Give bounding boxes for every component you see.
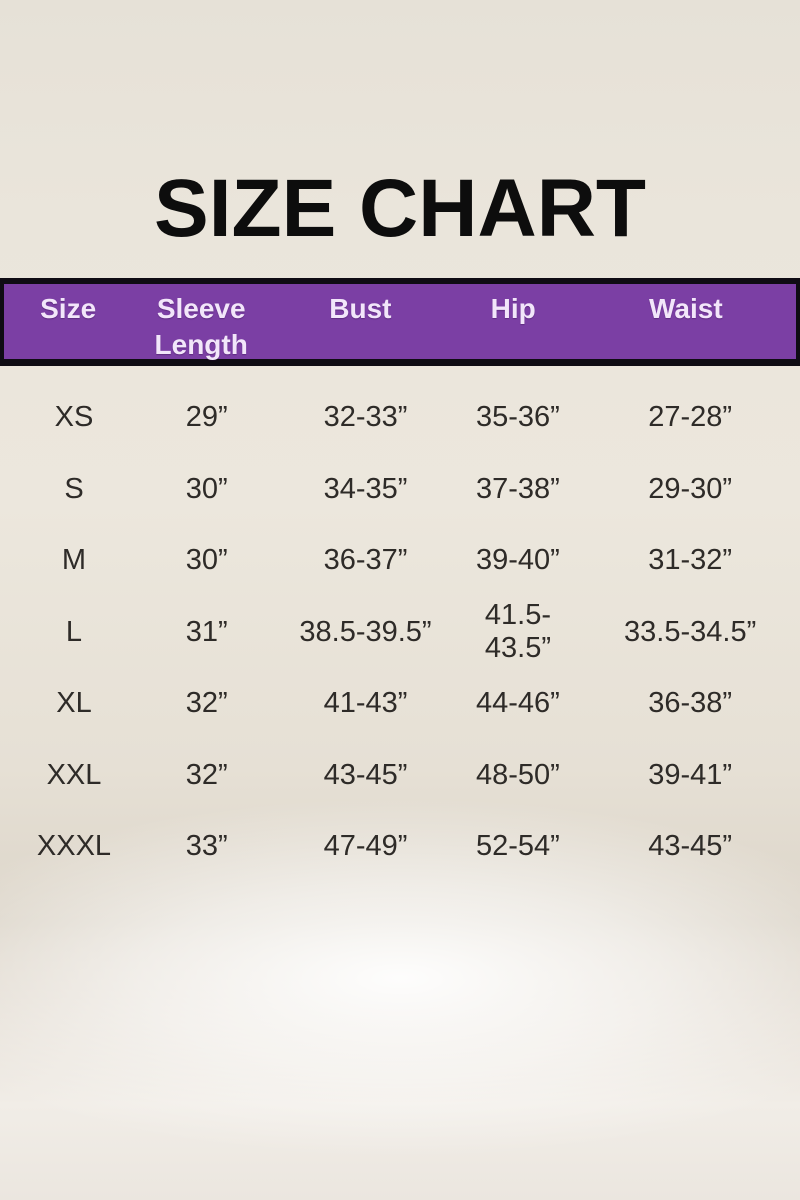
sleeve-length-cell: 33” xyxy=(185,830,228,863)
hip-cell: 48-50” xyxy=(476,758,560,791)
hip-cell: 44-46” xyxy=(476,687,560,720)
size-cell: XXXL xyxy=(36,830,112,863)
table-row: M 30” 36-37” 39-40” 31-32” xyxy=(10,525,800,597)
bust-cell: 47-49” xyxy=(323,830,408,863)
column-header-waist: Waist xyxy=(649,293,723,324)
table-row: L 31” 38.5-39.5” 41.5-43.5” 33.5-34.5” xyxy=(10,597,800,669)
size-cell: L xyxy=(65,615,83,648)
bust-cell: 41-43” xyxy=(323,687,408,720)
hip-cell: 39-40” xyxy=(476,544,560,577)
size-cell: M xyxy=(61,544,87,577)
size-cell: XXL xyxy=(46,758,102,791)
bust-cell: 43-45” xyxy=(323,758,408,791)
table-body: XS 29” 32-33” 35-36” 27-28” S 30” 34-35”… xyxy=(0,366,800,883)
column-header-size: Size xyxy=(40,293,97,324)
column-header-hip: Hip xyxy=(490,293,536,324)
size-chart-table: Size Sleeve Length Bust Hip Waist XS 29”… xyxy=(0,278,800,883)
hip-cell: 41.5-43.5” xyxy=(484,599,551,665)
bust-cell: 36-37” xyxy=(323,544,408,577)
sleeve-length-cell: 32” xyxy=(185,687,228,720)
table-row: S 30” 34-35” 37-38” 29-30” xyxy=(10,454,800,526)
sleeve-length-cell: 30” xyxy=(185,544,228,577)
column-header-bust: Bust xyxy=(329,293,392,324)
waist-cell: 27-28” xyxy=(648,401,733,434)
size-cell: XS xyxy=(54,401,94,434)
page-title: SIZE CHART xyxy=(154,163,646,254)
waist-cell: 39-41” xyxy=(648,758,733,791)
sleeve-length-cell: 31” xyxy=(185,615,228,648)
waist-cell: 43-45” xyxy=(648,830,733,863)
waist-cell: 33.5-34.5” xyxy=(624,615,757,648)
size-cell: XL xyxy=(56,687,92,720)
waist-cell: 31-32” xyxy=(648,544,733,577)
table-row: XXXL 33” 47-49” 52-54” 43-45” xyxy=(10,811,800,883)
waist-cell: 29-30” xyxy=(648,472,733,505)
bust-cell: 34-35” xyxy=(323,472,408,505)
size-cell: S xyxy=(64,472,84,505)
sleeve-length-cell: 30” xyxy=(185,472,228,505)
hip-cell: 35-36” xyxy=(476,401,560,434)
table-row: XS 29” 32-33” 35-36” 27-28” xyxy=(10,382,800,454)
waist-cell: 36-38” xyxy=(648,687,733,720)
table-header-row: Size Sleeve Length Bust Hip Waist xyxy=(0,278,800,366)
sleeve-length-cell: 29” xyxy=(185,401,228,434)
hip-cell: 37-38” xyxy=(476,472,560,505)
sleeve-length-cell: 32” xyxy=(185,758,228,791)
hip-cell: 52-54” xyxy=(476,830,560,863)
column-header-sleeve-length: Sleeve Length xyxy=(154,293,248,360)
bust-cell: 38.5-39.5” xyxy=(299,615,432,648)
bust-cell: 32-33” xyxy=(323,401,408,434)
table-row: XL 32” 41-43” 44-46” 36-38” xyxy=(10,668,800,740)
table-row: XXL 32” 43-45” 48-50” 39-41” xyxy=(10,740,800,812)
